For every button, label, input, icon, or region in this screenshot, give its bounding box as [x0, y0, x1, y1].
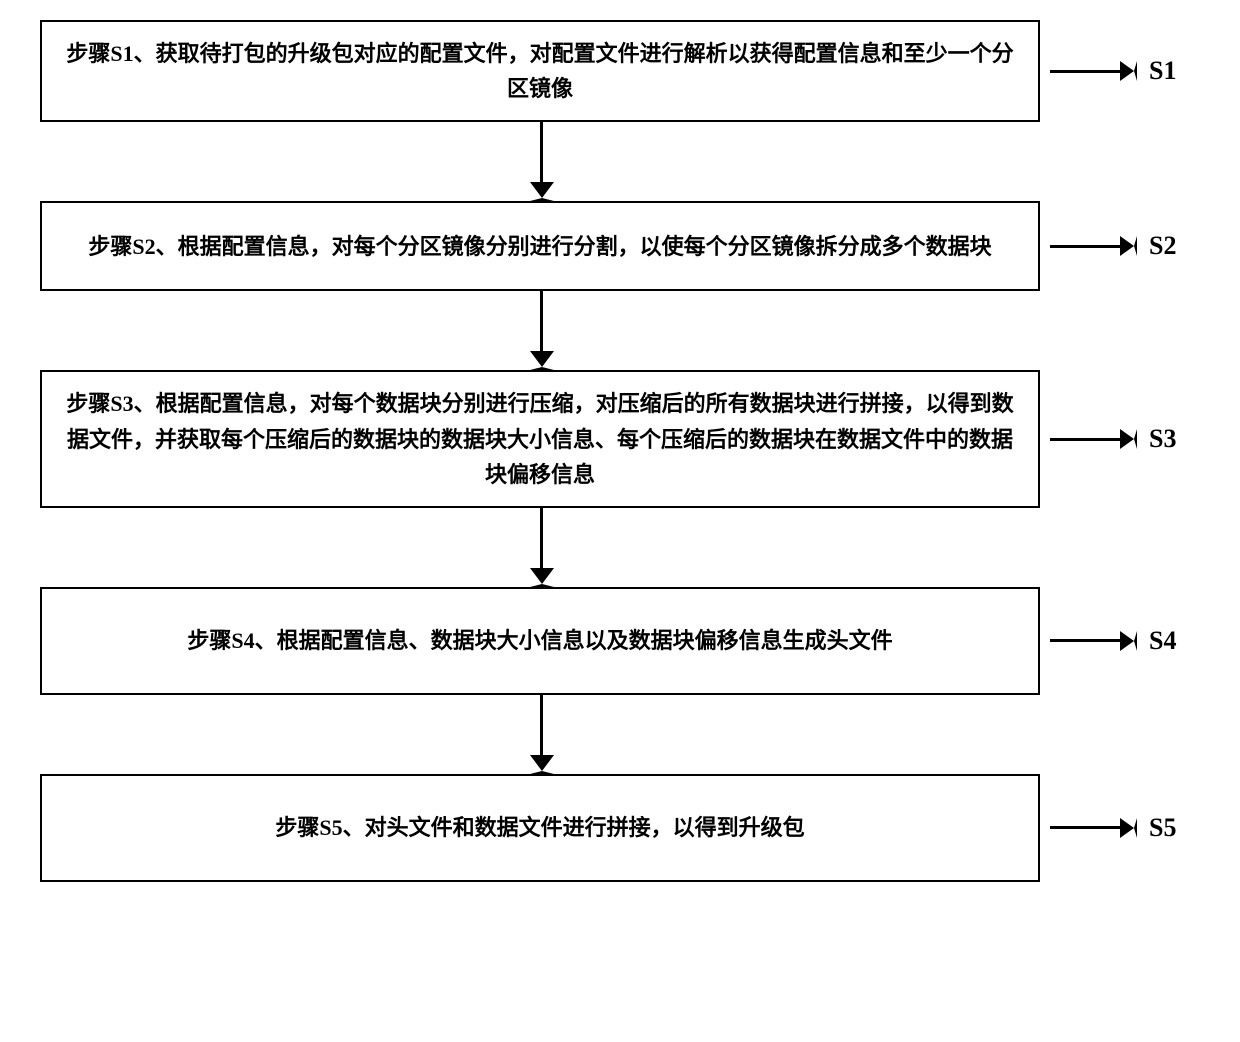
flow-box-s3-text: 步骤S3、根据配置信息，对每个数据块分别进行压缩，对压缩后的所有数据块进行拼接，… [62, 386, 1018, 492]
flow-box-s3: 步骤S3、根据配置信息，对每个数据块分别进行压缩，对压缩后的所有数据块进行拼接，… [40, 370, 1040, 508]
flow-row-s5: 步骤S5、对头文件和数据文件进行拼接，以得到升级包 S5 [0, 774, 1240, 882]
side-arrow-s3 [1050, 429, 1137, 449]
side-label-s4: S4 [1149, 626, 1176, 656]
flow-box-s5: 步骤S5、对头文件和数据文件进行拼接，以得到升级包 [40, 774, 1040, 882]
down-arrow-1 [0, 122, 1240, 201]
down-arrow-3 [0, 508, 1240, 587]
flow-row-s4: 步骤S4、根据配置信息、数据块大小信息以及数据块偏移信息生成头文件 S4 [0, 587, 1240, 695]
down-arrow-line-icon [540, 122, 543, 182]
side-arrow-head-icon [1120, 61, 1137, 81]
down-arrow-line-icon [540, 291, 543, 351]
down-arrow-head-icon [530, 182, 554, 201]
down-arrow-line-icon [540, 695, 543, 755]
flow-row-s1: 步骤S1、获取待打包的升级包对应的配置文件，对配置文件进行解析以获得配置信息和至… [0, 20, 1240, 122]
side-arrow-s1 [1050, 61, 1137, 81]
flow-box-s1: 步骤S1、获取待打包的升级包对应的配置文件，对配置文件进行解析以获得配置信息和至… [40, 20, 1040, 122]
flow-row-s3: 步骤S3、根据配置信息，对每个数据块分别进行压缩，对压缩后的所有数据块进行拼接，… [0, 370, 1240, 508]
side-arrow-line-icon [1050, 639, 1120, 642]
side-arrow-head-icon [1120, 429, 1137, 449]
flow-row-s2: 步骤S2、根据配置信息，对每个分区镜像分别进行分割，以使每个分区镜像拆分成多个数… [0, 201, 1240, 291]
side-arrow-s5 [1050, 818, 1137, 838]
side-arrow-head-icon [1120, 236, 1137, 256]
side-label-s5: S5 [1149, 813, 1176, 843]
down-arrow-2 [0, 291, 1240, 370]
flow-box-s4: 步骤S4、根据配置信息、数据块大小信息以及数据块偏移信息生成头文件 [40, 587, 1040, 695]
side-arrow-head-icon [1120, 818, 1137, 838]
flow-box-s2-text: 步骤S2、根据配置信息，对每个分区镜像分别进行分割，以使每个分区镜像拆分成多个数… [62, 229, 1018, 264]
down-arrow-head-icon [530, 351, 554, 370]
side-arrow-s2 [1050, 236, 1137, 256]
side-arrow-line-icon [1050, 245, 1120, 248]
flow-box-s2: 步骤S2、根据配置信息，对每个分区镜像分别进行分割，以使每个分区镜像拆分成多个数… [40, 201, 1040, 291]
side-arrow-line-icon [1050, 438, 1120, 441]
side-label-s1: S1 [1149, 56, 1176, 86]
side-arrow-line-icon [1050, 826, 1120, 829]
flow-box-s4-text: 步骤S4、根据配置信息、数据块大小信息以及数据块偏移信息生成头文件 [62, 623, 1018, 658]
side-label-s3: S3 [1149, 424, 1176, 454]
flow-box-s5-text: 步骤S5、对头文件和数据文件进行拼接，以得到升级包 [62, 810, 1018, 845]
down-arrow-head-icon [530, 755, 554, 774]
side-arrow-head-icon [1120, 631, 1137, 651]
down-arrow-line-icon [540, 508, 543, 568]
side-arrow-line-icon [1050, 70, 1120, 73]
down-arrow-4 [0, 695, 1240, 774]
down-arrow-head-icon [530, 568, 554, 587]
side-label-s2: S2 [1149, 231, 1176, 261]
flow-box-s1-text: 步骤S1、获取待打包的升级包对应的配置文件，对配置文件进行解析以获得配置信息和至… [62, 36, 1018, 106]
side-arrow-s4 [1050, 631, 1137, 651]
flowchart-container: 步骤S1、获取待打包的升级包对应的配置文件，对配置文件进行解析以获得配置信息和至… [0, 20, 1240, 882]
